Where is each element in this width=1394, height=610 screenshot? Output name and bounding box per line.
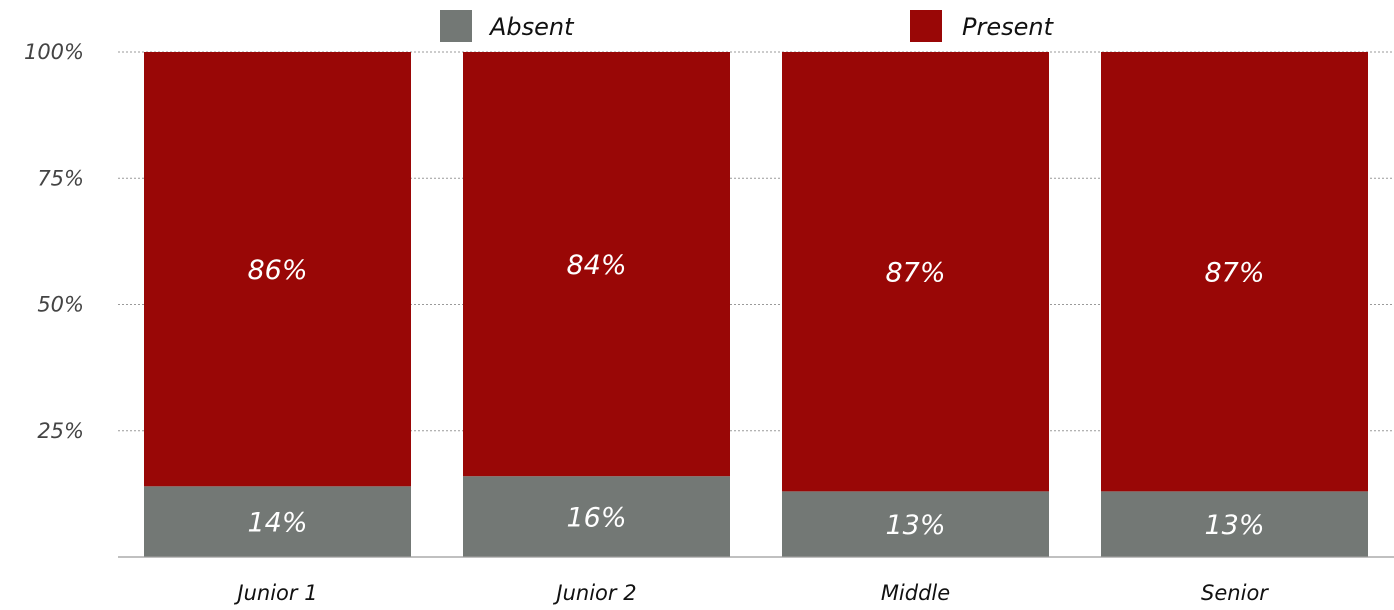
data-label-present: 87% — [1204, 258, 1264, 289]
bar-present-middle — [782, 52, 1049, 492]
bar-present-junior-2 — [463, 52, 730, 477]
x-tick-label: Senior — [1201, 581, 1269, 605]
data-label-present: 86% — [247, 255, 307, 286]
x-tick-label: Junior 2 — [552, 581, 636, 605]
legend-swatch-present — [910, 10, 942, 42]
x-tick-label: Middle — [881, 581, 950, 605]
y-tick-label: 50% — [37, 293, 84, 317]
bar-absent-middle — [782, 491, 1049, 557]
y-tick-label: 75% — [37, 166, 84, 190]
y-tick-label: 25% — [37, 419, 84, 443]
legend-label-present: Present — [962, 13, 1055, 41]
x-axis-ticks: Junior 1 Junior 2 Middle Senior — [233, 581, 1269, 605]
legend-swatch-absent — [440, 10, 472, 42]
x-tick-label: Junior 1 — [233, 581, 317, 605]
y-axis-ticks: 25% 50% 75% 100% — [24, 40, 84, 443]
legend: Absent Present — [440, 10, 1055, 42]
bars — [144, 52, 1368, 557]
data-label-absent: 13% — [885, 510, 945, 541]
data-labels: 14% 86% 16% 84% 13% 87% 13% 87% — [247, 250, 1264, 541]
bar-present-senior — [1101, 52, 1368, 492]
bar-absent-junior-1 — [144, 486, 411, 557]
legend-label-absent: Absent — [488, 13, 575, 41]
data-label-present: 87% — [885, 258, 945, 289]
data-label-absent: 14% — [247, 508, 307, 539]
data-label-present: 84% — [566, 250, 626, 281]
bar-absent-junior-2 — [463, 476, 730, 557]
bar-present-junior-1 — [144, 52, 411, 487]
bar-absent-senior — [1101, 491, 1368, 557]
data-label-absent: 13% — [1204, 510, 1264, 541]
data-label-absent: 16% — [566, 503, 626, 534]
y-tick-label: 100% — [24, 40, 84, 64]
